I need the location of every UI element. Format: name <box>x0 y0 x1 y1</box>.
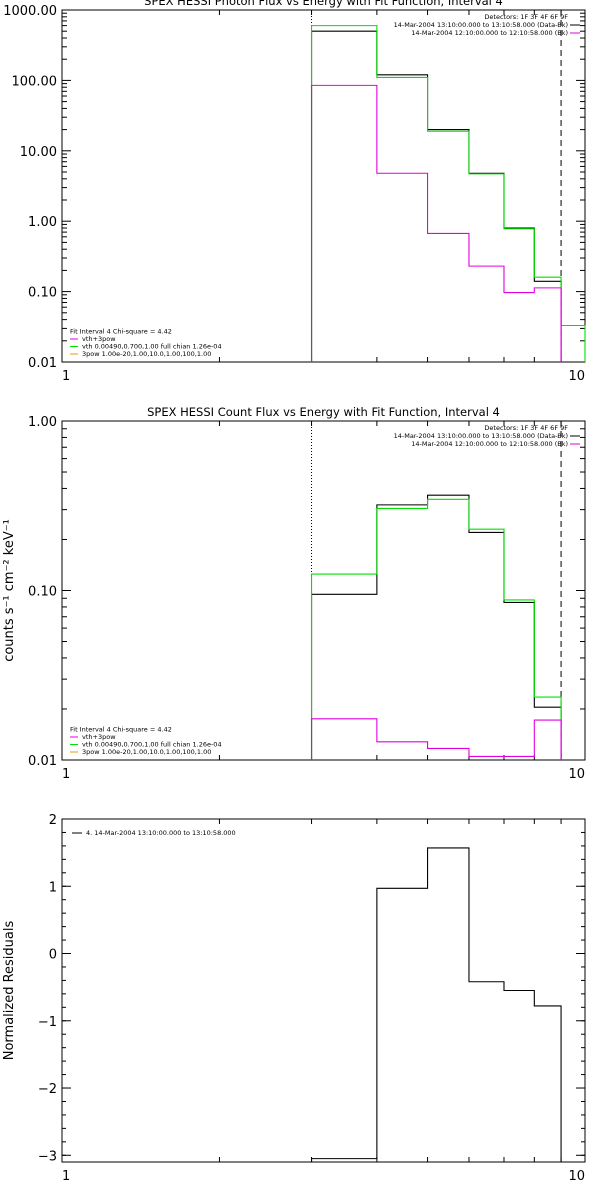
x-tick-label: 1 <box>62 767 70 782</box>
series-2-point <box>486 756 487 757</box>
series-1-point <box>519 228 520 229</box>
legend-text: 14-Mar-2004 13:10:00.000 to 13:10:58.000… <box>394 21 568 29</box>
series-0-point <box>344 31 345 32</box>
y-tick-label: 100.00 <box>12 74 58 89</box>
y-tick-label: 0.01 <box>28 356 57 371</box>
legend-text: Fit Interval 4 Chi-square = 4.42 <box>70 726 172 734</box>
y-tick-label: 0 <box>49 948 57 963</box>
series-1-point <box>344 573 345 574</box>
series-1-point <box>448 499 449 500</box>
legend-text: vth 0.00490,0.700,1.00 full chian 1.26e-… <box>82 741 222 749</box>
series-0-point <box>402 74 403 75</box>
y-axis-label: Normalized Residuals <box>2 921 17 1061</box>
legend-text: vth+3pow <box>82 335 116 343</box>
y-tick-label: 1000.00 <box>3 4 57 19</box>
series-0-point <box>547 1005 548 1006</box>
y-tick-label: 0.10 <box>28 585 57 600</box>
series-2-point <box>448 748 449 749</box>
chart-title: SPEX HESSI Count Flux vs Energy with Fit… <box>147 405 500 419</box>
legend-text: 3pow 1.00e-20,1.00,10.0,1.00,100,1.00 <box>82 748 211 756</box>
series-0-point <box>519 602 520 603</box>
plot-frame <box>61 9 586 363</box>
residuals-panel: −3 −2 −1 0 1 2 1 10 Normalized Residuals 4. 14-Ma… <box>2 813 586 1184</box>
series-2-point <box>344 85 345 86</box>
series-1-point <box>402 77 403 78</box>
series-line-0 <box>310 494 562 760</box>
series-0-point <box>486 532 487 533</box>
legend-text: Detectors: 1F 3F 4F 6F 9F <box>484 424 568 432</box>
legend-text: 14-Mar-2004 13:10:00.000 to 13:10:58.000… <box>394 432 568 440</box>
legend-text: 3pow 1.00e-20,1.00,10.0,1.00,100,1.00 <box>82 350 211 358</box>
photon-flux-panel: SPEX HESSI Photon Flux vs Energy with Fi… <box>3 0 586 384</box>
series-0-point <box>448 495 449 496</box>
series-line-0 <box>310 847 562 1162</box>
series-2-point <box>519 756 520 757</box>
series-0-point <box>344 1158 345 1159</box>
legend-text: 4. 14-Mar-2004 13:10:00.000 to 13:10:58.… <box>86 829 236 837</box>
series-0-point <box>519 990 520 991</box>
series-2-point <box>486 266 487 267</box>
series-2-point <box>402 741 403 742</box>
series-2-point <box>519 292 520 293</box>
series-line-2 <box>310 718 562 760</box>
series-0-point <box>547 281 548 282</box>
x-tick-label: 1 <box>62 1169 70 1184</box>
y-tick-label: 10.00 <box>20 145 57 160</box>
series-1-point <box>572 325 573 326</box>
series-line-1 <box>310 498 562 760</box>
legend-text: Detectors: 1F 3F 4F 6F 9F <box>484 13 568 21</box>
series-2-point <box>344 718 345 719</box>
series-2-point <box>448 233 449 234</box>
series-2-point <box>547 719 548 720</box>
legend-text: 14-Mar-2004 12:10:00.000 to 12:10:58.000… <box>411 29 568 37</box>
chart-title: SPEX HESSI Photon Flux vs Energy with Fi… <box>144 0 503 8</box>
series-2-point <box>402 173 403 174</box>
y-tick-label: 2 <box>49 813 57 828</box>
y-tick-label: −1 <box>38 1015 57 1030</box>
series-0-point <box>486 981 487 982</box>
series-1-point <box>402 508 403 509</box>
series-line-1 <box>310 25 586 362</box>
y-tick-label: −3 <box>38 1149 57 1164</box>
series-2-point <box>547 287 548 288</box>
plot-frame <box>61 818 586 1163</box>
series-0-point <box>547 707 548 708</box>
y-tick-label: 1 <box>49 880 57 895</box>
series-0-point <box>448 129 449 130</box>
x-tick-label: 10 <box>568 767 585 782</box>
series-0-point <box>344 594 345 595</box>
y-tick-label: 1.00 <box>28 215 57 230</box>
series-0-point <box>402 888 403 889</box>
plot-frame <box>61 420 586 761</box>
y-tick-label: −2 <box>38 1082 57 1097</box>
series-1-point <box>486 173 487 174</box>
series-1-point <box>486 529 487 530</box>
series-line-2 <box>310 84 562 362</box>
y-tick-label: 0.10 <box>28 286 57 301</box>
x-tick-label: 1 <box>62 369 70 384</box>
series-1-point <box>519 599 520 600</box>
y-tick-label: 1.00 <box>28 415 57 430</box>
series-1-point <box>344 25 345 26</box>
legend-text: vth+3pow <box>82 733 116 741</box>
legend-text: Fit Interval 4 Chi-square = 4.42 <box>70 328 172 336</box>
legend-text: vth 0.00490,0.700,1.00 full chian 1.26e-… <box>82 343 222 351</box>
count-flux-panel: SPEX HESSI Count Flux vs Energy with Fit… <box>2 405 586 782</box>
series-1-point <box>547 697 548 698</box>
series-1-point <box>547 277 548 278</box>
y-axis-label: counts s⁻¹ cm⁻² keV⁻¹ <box>2 519 17 662</box>
series-0-point <box>402 504 403 505</box>
series-line-0 <box>310 30 562 362</box>
x-tick-label: 10 <box>568 369 585 384</box>
x-tick-label: 10 <box>568 1169 585 1184</box>
series-0-point <box>448 847 449 848</box>
legend-text: 14-Mar-2004 12:10:00.000 to 12:10:58.000… <box>411 440 568 448</box>
series-1-point <box>448 131 449 132</box>
y-tick-label: 0.01 <box>28 754 57 769</box>
